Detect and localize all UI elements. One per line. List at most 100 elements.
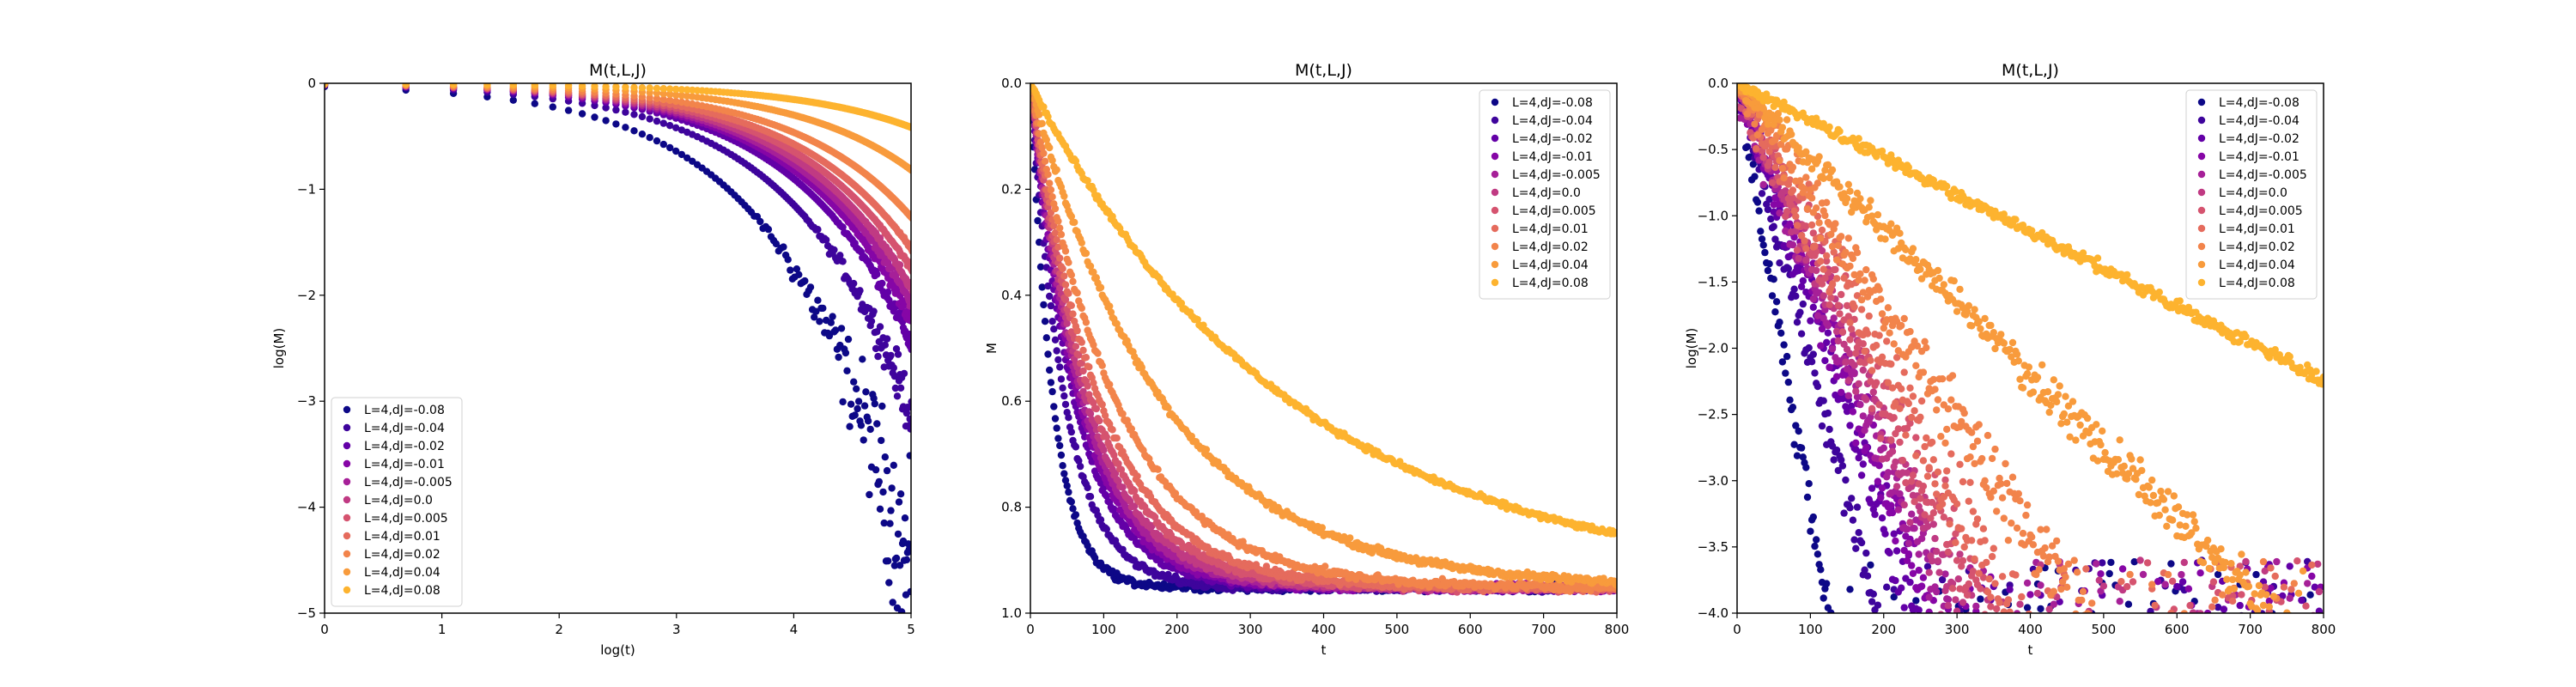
data-point [578, 83, 586, 90]
data-point [1042, 334, 1051, 342]
data-point [896, 490, 905, 498]
data-point [666, 85, 674, 93]
data-point [1038, 143, 1046, 152]
data-point [872, 344, 880, 353]
data-point [780, 243, 787, 251]
data-point [908, 215, 911, 222]
data-point [896, 261, 904, 269]
data-point [908, 344, 911, 352]
legend-entry: L=4,dJ=-0.02 [364, 440, 445, 453]
data-point [843, 367, 851, 374]
data-point [816, 318, 823, 325]
data-point [860, 436, 867, 444]
x-tick-label: 0 [320, 622, 329, 637]
data-point [806, 283, 815, 291]
data-point [1059, 264, 1066, 273]
data-point [854, 404, 861, 413]
series-L=4,dJ=-0.01 [325, 83, 911, 325]
data-point [886, 520, 894, 527]
data-point [659, 140, 667, 149]
data-point [896, 384, 905, 392]
data-point [672, 124, 680, 131]
data-point [908, 124, 911, 131]
data-point [1110, 505, 1118, 514]
data-point [1109, 426, 1116, 434]
data-point [1057, 375, 1066, 383]
data-point [1078, 304, 1086, 313]
data-point [449, 83, 458, 88]
data-point [1046, 179, 1054, 187]
data-point [1044, 350, 1052, 358]
data-point [653, 117, 661, 125]
data-point [1103, 433, 1111, 441]
data-point [1085, 363, 1093, 371]
data-point [814, 296, 822, 304]
data-point [1079, 367, 1087, 375]
data-point [893, 392, 902, 400]
data-point [622, 124, 629, 131]
data-point [1044, 171, 1052, 179]
data-point [1090, 341, 1097, 349]
legend-entry: L=4,dJ=0.04 [364, 566, 440, 580]
data-point [892, 554, 901, 562]
data-point [659, 95, 667, 104]
data-point [646, 94, 653, 102]
series-L=4,dJ=-0.02 [325, 83, 911, 354]
data-point [1073, 289, 1081, 297]
data-point [653, 84, 661, 93]
data-point [1050, 403, 1058, 410]
data-point [1054, 435, 1062, 442]
series-L=4,dJ=-0.08 [325, 83, 911, 613]
legend-marker [343, 405, 351, 414]
data-point [1082, 319, 1091, 326]
data-point [1076, 462, 1084, 471]
data-point [677, 126, 686, 134]
data-point [883, 466, 891, 475]
data-point [1063, 482, 1071, 489]
data-point [622, 83, 629, 91]
data-point [860, 402, 869, 410]
data-point [638, 131, 647, 138]
data-point [1069, 277, 1077, 285]
data-point [677, 86, 686, 94]
data-point [1086, 410, 1095, 418]
data-point [1113, 435, 1121, 442]
data-point [1054, 217, 1062, 225]
data-point [1075, 351, 1083, 359]
data-point [885, 579, 893, 587]
data-point [883, 335, 891, 343]
data-point [666, 96, 674, 105]
series-L=4,dJ=-0.005 [325, 83, 911, 310]
plot-area [325, 83, 911, 613]
data-point [904, 540, 911, 548]
data-point [866, 425, 874, 434]
data-point [672, 97, 680, 106]
data-point [564, 83, 573, 89]
data-point [1041, 157, 1049, 165]
data-point [1069, 505, 1077, 513]
data-point [867, 317, 876, 325]
data-point [901, 514, 909, 522]
y-tick-label: −4 [297, 500, 316, 515]
legend-marker [343, 568, 351, 576]
data-point [908, 287, 911, 295]
data-point [859, 356, 866, 363]
data-point [895, 498, 903, 506]
data-point [1048, 193, 1056, 201]
data-point [1040, 149, 1048, 157]
data-point [659, 119, 667, 127]
data-point [1106, 380, 1114, 388]
data-point [881, 341, 890, 349]
data-point [1067, 428, 1076, 436]
data-point [646, 115, 653, 123]
series-L=4,dJ=0.02 [1030, 83, 1617, 595]
data-point [602, 117, 610, 125]
data-point [602, 104, 610, 112]
x-tick-label: 2 [555, 622, 563, 637]
data-point [1060, 272, 1068, 280]
data-point [908, 398, 911, 406]
data-point [866, 490, 873, 499]
data-point [1100, 447, 1108, 454]
data-point [1079, 346, 1087, 355]
x-tick-label: 3 [672, 622, 681, 637]
